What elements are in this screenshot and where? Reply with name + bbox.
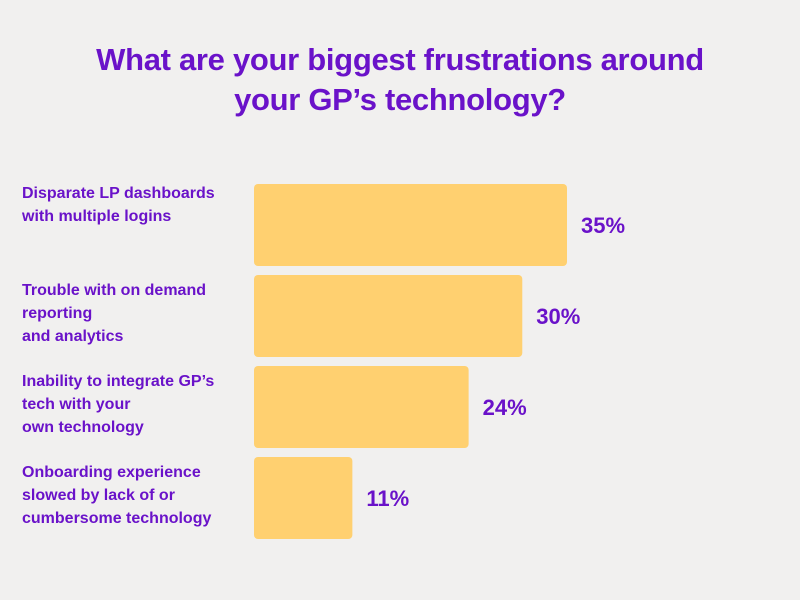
value-label-1: 35%: [581, 213, 625, 238]
bar-3: [254, 366, 469, 448]
category-label-3: Inability to integrate GP’s tech with you…: [22, 373, 214, 436]
chart-title: What are your biggest frustrations aroun…: [0, 40, 800, 120]
category-label-1: Disparate LP dashboards with multiple log…: [21, 185, 215, 225]
category-label-line: and analytics: [22, 328, 123, 345]
category-label-line: with multiple logins: [21, 208, 171, 225]
value-label-4: 11%: [366, 486, 409, 511]
category-label-line: reporting: [22, 305, 92, 322]
value-label-2: 30%: [536, 304, 580, 329]
category-label-line: Inability to integrate GP’s: [22, 373, 214, 390]
category-label-line: Disparate LP dashboards: [22, 185, 215, 202]
category-label-line: slowed by lack of or: [22, 487, 175, 504]
value-label-3: 24%: [483, 395, 527, 420]
category-label-line: cumbersome technology: [22, 510, 211, 527]
bar-4: [254, 457, 353, 539]
category-label-line: Trouble with on demand: [22, 282, 206, 299]
chart-title-line-2: your GP’s technology?: [234, 82, 566, 117]
category-label-4: Onboarding experience slowed by lack of o…: [22, 464, 211, 527]
chart-title-line-1: What are your biggest frustrations aroun…: [96, 42, 704, 77]
bar-1: [254, 184, 567, 266]
category-label-2: Trouble with on demand reporting and analy…: [22, 282, 206, 345]
category-label-line: tech with your: [22, 396, 130, 413]
bar-2: [254, 275, 523, 357]
category-label-line: Onboarding experience: [22, 464, 201, 481]
category-label-line: own technology: [22, 419, 144, 436]
